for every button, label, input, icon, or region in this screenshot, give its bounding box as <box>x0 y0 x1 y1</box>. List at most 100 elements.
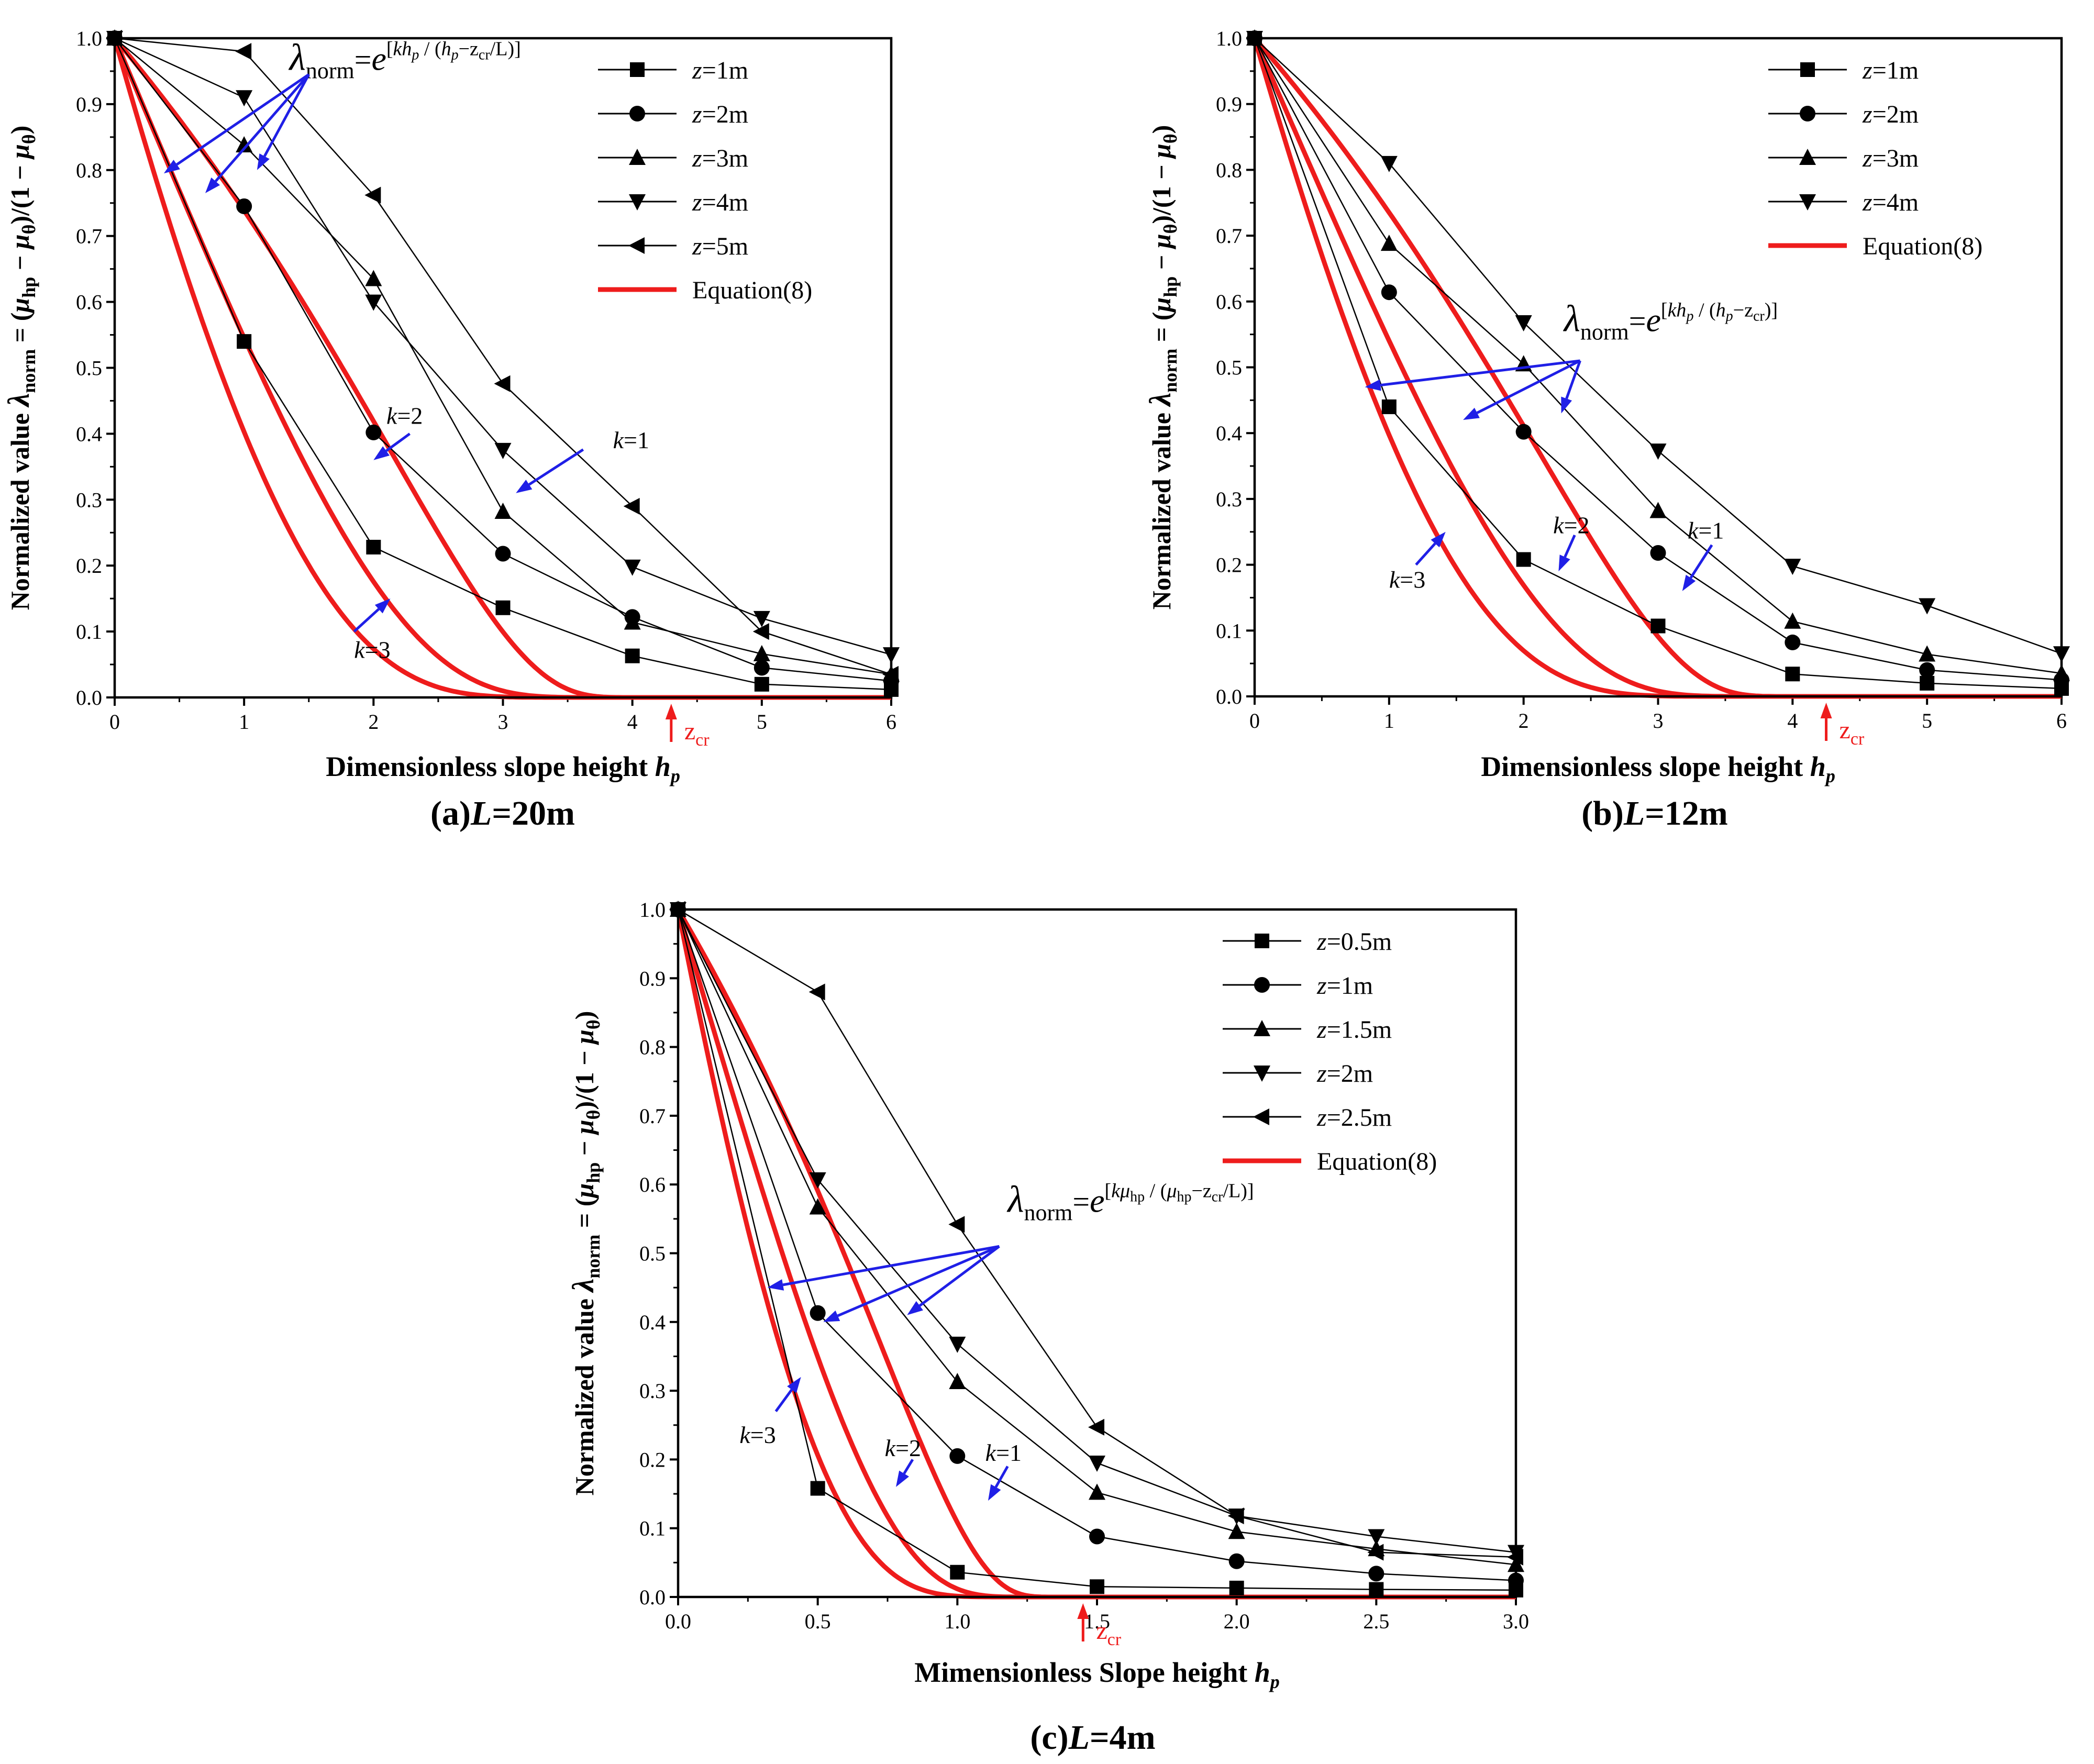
formula-label: λnorm=e[khp / (hp−zcr)] <box>1563 297 1778 345</box>
x-tick-label: 0.0 <box>665 1610 691 1633</box>
legend: z=1m z=2m z=3m z=4m Equation(8) <box>1768 57 1982 260</box>
plot-frame <box>1253 37 2063 698</box>
formula-arrow-2-head <box>205 177 220 193</box>
data-point <box>236 90 253 107</box>
k-label-2: k=2 <box>885 1435 921 1487</box>
chart-panel-1: 0 1 2 3 4 5 6 0.0 0.1 0.2 0.3 0.4 0.5 0.6 0.7 0.8 0.9 1.0… <box>2 27 900 833</box>
panel-caption: (b)L=12m <box>1581 794 1728 833</box>
data-point <box>494 442 512 459</box>
zcr-marker: zcr <box>1077 1603 1122 1649</box>
formula-annotation: λnorm=e[kμhp / (μhp−zcr/L)] <box>767 1179 1254 1322</box>
x-tick-label: 5 <box>757 710 767 734</box>
k-label-3: k=3 <box>353 598 391 663</box>
data-point <box>950 1565 965 1580</box>
k-label-arrow-shaft <box>994 1466 1009 1488</box>
x-tick-label: 1 <box>239 710 249 734</box>
legend-label: z=4m <box>692 188 748 216</box>
y-tick-label: 0.7 <box>639 1104 666 1128</box>
legend-marker <box>1799 149 1816 165</box>
data-point <box>236 136 253 152</box>
data-point <box>365 270 382 286</box>
series-z=2m <box>1247 30 2069 688</box>
equation-curve-k1 <box>1253 37 2062 699</box>
zcr-label: zcr <box>1096 1617 1121 1649</box>
y-axis-label-text: Normalized value λnorm = (μhp − μθ)/(1 −… <box>566 1011 604 1496</box>
data-point <box>1090 1579 1104 1594</box>
equation-curve-k3 <box>1252 37 2062 699</box>
data-point <box>623 497 640 515</box>
legend: z=0.5m z=1m z=1.5m z=2m z=2.5m Equation(8) <box>1223 928 1437 1175</box>
chart-panel-2: 0 1 2 3 4 5 6 0.0 0.1 0.2 0.3 0.4 0.5 0.6 0.7 0.8 0.9 1.0… <box>1143 27 2070 833</box>
series-z=1m <box>1247 31 2069 696</box>
series-z=3m <box>106 29 900 682</box>
k-label-arrow-shaft <box>528 448 584 486</box>
y-tick-label: 1.0 <box>76 27 102 50</box>
data-point <box>1784 559 1801 575</box>
k-label-arrow-head <box>896 1470 910 1487</box>
k-label-arrow-head <box>787 1377 801 1393</box>
data-point <box>365 424 382 440</box>
zcr-label: zcr <box>1840 716 1865 749</box>
y-tick-label: 0.6 <box>1216 290 1242 314</box>
series-z=4m <box>106 31 900 664</box>
y-tick-label: 0.9 <box>76 93 102 116</box>
formula-arrow-2-head <box>823 1310 840 1322</box>
zcr-marker: zcr <box>1820 703 1865 749</box>
k-label-text: k=1 <box>613 427 649 453</box>
k-label-text: k=2 <box>1553 512 1589 538</box>
formula-arrow-1-shaft <box>1380 359 1580 387</box>
series-line <box>114 37 892 656</box>
data-point <box>1380 156 1398 172</box>
equation-curve-k3 <box>112 37 891 700</box>
k-label-text: k=1 <box>1688 517 1724 543</box>
y-axis-label-text: Normalized value λnorm = (μhp − μθ)/(1 −… <box>1143 125 1181 610</box>
data-point <box>1919 662 1935 678</box>
y-tick-label: 0.1 <box>1216 619 1242 642</box>
formula-annotation: λnorm=e[khp / (hp−zcr)] <box>1365 297 1778 420</box>
data-point <box>1368 1566 1384 1582</box>
data-point <box>366 539 381 554</box>
series-line <box>677 909 1516 1581</box>
legend-marker <box>629 149 646 165</box>
y-tick-label: 0.7 <box>1216 224 1242 248</box>
k-label-text: k=3 <box>739 1422 775 1448</box>
equation-curve-k1 <box>113 37 891 700</box>
y-axis-label: Normalized value λnorm = (μhp − μθ)/(1 −… <box>2 126 39 611</box>
data-point <box>1784 612 1801 629</box>
y-tick-label: 0.3 <box>76 488 102 512</box>
y-tick-label: 0.1 <box>639 1517 666 1540</box>
data-point <box>753 645 770 661</box>
formula-arrow-3-head <box>1561 396 1572 414</box>
data-point <box>624 613 641 630</box>
legend-label: z=3m <box>1862 145 1919 172</box>
k-label-arrow-head <box>373 446 390 460</box>
data-point <box>1228 1553 1245 1569</box>
data-point <box>1785 634 1801 650</box>
k-label-1: k=1 <box>985 1439 1022 1501</box>
x-axis-label: Dimensionless slope height hp <box>1481 751 1835 786</box>
zcr-arrow-head <box>665 704 677 719</box>
x-tick-label: 3 <box>498 710 508 734</box>
series-z=2m <box>107 30 899 689</box>
plot-frame <box>677 908 1517 1599</box>
formula-arrow-1-head <box>767 1279 784 1291</box>
k-label-arrow-shaft <box>1564 535 1576 558</box>
data-point <box>237 334 252 349</box>
series-line <box>1254 38 2062 681</box>
y-tick-label: 0.7 <box>76 225 102 248</box>
x-tick-label: 4 <box>1787 709 1798 733</box>
data-point <box>948 1216 965 1233</box>
formula-arrow-1-shaft <box>782 1245 1000 1286</box>
legend-marker <box>1254 977 1270 993</box>
x-axis-label: Mimensionless Slope height hp <box>914 1657 1280 1692</box>
y-tick-label: 0.6 <box>639 1173 666 1196</box>
legend-marker <box>1254 1066 1270 1082</box>
x-tick-label: 2.0 <box>1224 1610 1250 1633</box>
data-point <box>495 546 511 562</box>
data-point <box>1380 235 1398 251</box>
k-label-2: k=2 <box>373 403 423 460</box>
data-point <box>809 1198 826 1215</box>
data-point <box>1229 1580 1244 1595</box>
data-point <box>364 186 381 204</box>
legend-marker <box>1255 934 1269 948</box>
